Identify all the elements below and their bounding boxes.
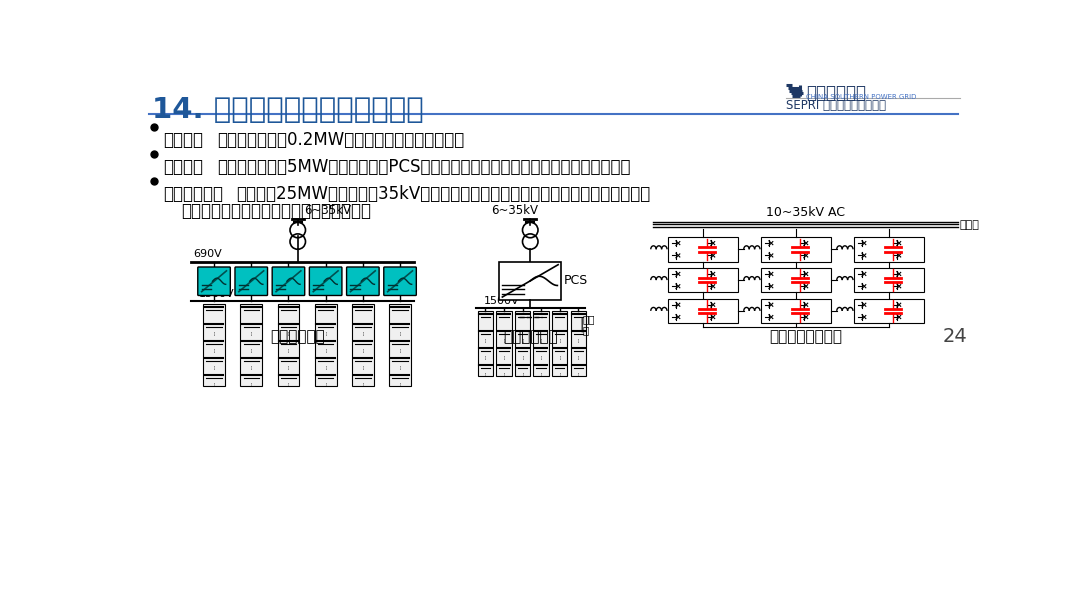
Text: 电池
簇: 电池 簇 bbox=[583, 314, 595, 336]
Bar bbox=[499, 261, 562, 300]
Bar bbox=[389, 304, 410, 385]
Bar bbox=[552, 311, 567, 376]
Bar bbox=[570, 311, 586, 376]
Bar bbox=[854, 299, 924, 323]
FancyBboxPatch shape bbox=[272, 267, 305, 295]
Bar bbox=[352, 304, 374, 385]
Bar bbox=[854, 268, 924, 292]
Bar bbox=[477, 311, 494, 376]
Text: 10~35kV AC: 10~35kV AC bbox=[766, 206, 845, 219]
Bar bbox=[669, 299, 738, 323]
Text: 单元功率典型值0.2MW。无电池簇间并联环流问题: 单元功率典型值0.2MW。无电池簇间并联环流问题 bbox=[217, 131, 464, 150]
FancyBboxPatch shape bbox=[383, 267, 416, 295]
FancyBboxPatch shape bbox=[309, 267, 342, 295]
FancyBboxPatch shape bbox=[198, 267, 230, 295]
Bar bbox=[534, 311, 549, 376]
Bar bbox=[278, 304, 299, 385]
Text: 6~35kV: 6~35kV bbox=[491, 204, 538, 217]
Text: 690V: 690V bbox=[193, 249, 221, 259]
Text: 24: 24 bbox=[943, 327, 968, 346]
Bar bbox=[241, 304, 262, 385]
Text: 组串式：: 组串式： bbox=[163, 131, 203, 150]
FancyBboxPatch shape bbox=[235, 267, 268, 295]
Bar bbox=[314, 304, 337, 385]
FancyBboxPatch shape bbox=[347, 267, 379, 295]
Text: 集中式：: 集中式： bbox=[163, 159, 203, 176]
Bar bbox=[203, 304, 225, 385]
Bar bbox=[515, 311, 530, 376]
Text: 高压直挂式变流器: 高压直挂式变流器 bbox=[769, 330, 842, 344]
Bar bbox=[761, 268, 831, 292]
Text: SEPRI 南方电网科学研究院: SEPRI 南方电网科学研究院 bbox=[786, 99, 886, 112]
Text: 中国南方电网: 中国南方电网 bbox=[806, 84, 866, 102]
Text: 电池簇: 电池簇 bbox=[960, 219, 980, 230]
Bar bbox=[669, 237, 738, 261]
Bar bbox=[761, 299, 831, 323]
Text: 14. 构网型储能接入电网的方式: 14. 构网型储能接入电网的方式 bbox=[152, 96, 423, 124]
Text: 1500V: 1500V bbox=[484, 296, 519, 306]
Bar bbox=[854, 237, 924, 261]
Text: 1500V: 1500V bbox=[199, 289, 234, 299]
Text: 功率可达25MW以上，直挂35kV以上的高压电网，无需工频变压器，具有更高效率；: 功率可达25MW以上，直挂35kV以上的高压电网，无需工频变压器，具有更高效率； bbox=[235, 185, 650, 204]
Bar bbox=[496, 311, 512, 376]
Text: PCS: PCS bbox=[564, 274, 588, 288]
Text: 集中式变流器: 集中式变流器 bbox=[503, 330, 557, 344]
Text: 组串式变流器: 组串式变流器 bbox=[270, 330, 325, 344]
Bar bbox=[761, 237, 831, 261]
Text: 6~35kV: 6~35kV bbox=[303, 204, 351, 217]
Text: 高压直挂式：: 高压直挂式： bbox=[163, 185, 222, 204]
Text: 与主干网架电气距离近，支撑电网能力更强: 与主干网架电气距离近，支撑电网能力更强 bbox=[181, 202, 372, 220]
Bar bbox=[669, 268, 738, 292]
Text: CHINA SOUTHERN POWER GRID: CHINA SOUTHERN POWER GRID bbox=[806, 94, 917, 100]
Text: 单元功率典型值5MW。相同容量下PCS并联数目比组串式小，但存在簇间并联环流问题: 单元功率典型值5MW。相同容量下PCS并联数目比组串式小，但存在簇间并联环流问题 bbox=[217, 159, 631, 176]
